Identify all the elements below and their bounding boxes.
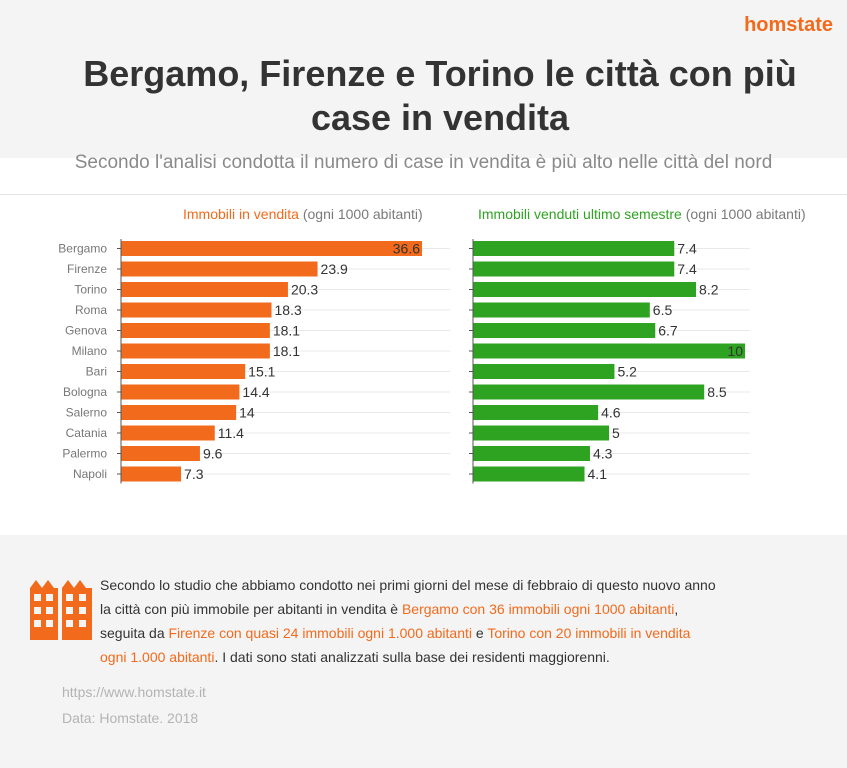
right-value-label: 4.3	[593, 446, 613, 462]
left-value-label: 14.4	[242, 384, 269, 400]
right-bar	[473, 446, 590, 461]
left-value-label: 11.4	[218, 425, 244, 441]
title-line-2: case in vendita	[310, 97, 570, 138]
right-bar	[473, 364, 615, 379]
right-value-label: 7.4	[677, 241, 697, 257]
right-bar	[473, 282, 697, 297]
info-highlight-torino-cont: ogni 1.000 abitanti	[100, 649, 215, 665]
info-line-2: la città con più immobile per abitanti i…	[100, 597, 780, 621]
right-value-label: 10	[727, 343, 743, 359]
left-value-label: 23.9	[321, 261, 348, 277]
chart-left-title: Immobili in vendita (ogni 1000 abitanti)	[183, 206, 423, 222]
right-bar	[473, 241, 675, 256]
left-value-label: 9.6	[203, 446, 223, 462]
right-value-label: 6.5	[653, 302, 673, 318]
source-data: Data: Homstate. 2018	[62, 710, 199, 726]
chart-right-title: Immobili venduti ultimo semestre (ogni 1…	[478, 206, 806, 222]
right-bar	[473, 261, 675, 277]
left-bar	[121, 323, 270, 338]
chart-right-title-suffix: (ogni 1000 abitanti)	[685, 206, 806, 222]
left-bar	[121, 466, 182, 482]
left-value-label: 14	[239, 405, 255, 421]
right-value-label: 8.5	[707, 384, 727, 400]
chart-right-title-highlight: Immobili venduti ultimo semestre	[478, 206, 682, 222]
left-value-label: 18.3	[275, 302, 302, 318]
chart-left-title-highlight: Immobili in vendita	[183, 206, 299, 222]
category-label: Firenze	[67, 262, 107, 276]
left-bar	[121, 282, 288, 297]
left-bar	[121, 364, 246, 379]
category-label: Torino	[74, 283, 107, 297]
right-bar	[473, 425, 609, 441]
left-value-label: 36.6	[393, 241, 420, 257]
left-value-label: 20.3	[291, 282, 318, 298]
category-label: Palermo	[62, 447, 107, 461]
left-value-label: 7.3	[184, 466, 204, 482]
category-label: Napoli	[73, 467, 107, 481]
category-label: Bergamo	[58, 242, 107, 256]
page-subtitle: Secondo l'analisi condotta il numero di …	[74, 152, 773, 173]
category-label: Bologna	[63, 385, 107, 399]
info-line-1: Secondo lo studio che abbiamo condotto n…	[100, 577, 716, 593]
right-value-label: 8.2	[699, 282, 719, 298]
info-line-4: ogni 1.000 abitanti. I dati sono stati a…	[100, 645, 780, 669]
left-bar	[121, 405, 237, 420]
category-label: Catania	[66, 426, 108, 440]
right-value-label: 6.7	[658, 323, 678, 339]
left-value-label: 18.1	[273, 343, 300, 359]
info-highlight-torino: Torino con 20 immobili in vendita	[487, 625, 691, 641]
right-bar	[473, 466, 585, 482]
info-line-3-prefix: seguita da	[100, 625, 169, 641]
info-line-2-prefix: la città con più immobile per abitanti i…	[100, 601, 402, 617]
page-title: Bergamo, Firenze e Torino le città con p…	[40, 52, 840, 140]
bar-charts: Bergamo 36.6 Firenze 23.9 Torino 20.3 Roma 18.3…	[58, 239, 750, 484]
chart-left-title-suffix: (ogni 1000 abitanti)	[302, 206, 423, 222]
left-bar	[121, 384, 240, 400]
left-bar	[121, 261, 318, 277]
right-value-label: 5.2	[617, 364, 637, 380]
info-line-4-suffix: . I dati sono stati analizzati sulla bas…	[214, 649, 610, 665]
info-text: Secondo lo studio che abbiamo condotto n…	[100, 573, 780, 669]
category-label: Bari	[86, 365, 107, 379]
right-value-label: 4.6	[601, 405, 621, 421]
category-label: Salerno	[66, 406, 108, 420]
left-bar	[121, 446, 200, 461]
left-bar	[121, 343, 270, 359]
right-bar	[473, 343, 745, 359]
right-value-label: 5	[612, 425, 620, 441]
info-line-2-suffix: ,	[674, 601, 679, 617]
category-label: Milano	[72, 344, 108, 358]
info-line-3: seguita da Firenze con quasi 24 immobili…	[100, 621, 780, 645]
info-highlight-bergamo: Bergamo con 36 immobili ogni 1000 abitan…	[401, 601, 675, 617]
info-line-3-mid: e	[472, 625, 488, 641]
source-url: https://www.homstate.it	[62, 684, 206, 700]
title-line-1: Bergamo, Firenze e Torino le città con p…	[83, 53, 797, 94]
header-band	[0, 0, 847, 158]
category-label: Genova	[65, 324, 107, 338]
divider-top	[0, 194, 847, 195]
right-bar	[473, 302, 650, 318]
buildings-icon	[30, 580, 92, 640]
right-bar	[473, 405, 599, 420]
right-value-label: 4.1	[588, 466, 608, 482]
left-bar	[121, 425, 215, 441]
left-value-label: 15.1	[248, 364, 275, 380]
brand-logo: homstate	[744, 14, 833, 36]
left-bar	[121, 302, 272, 318]
right-bar	[473, 323, 656, 338]
info-highlight-firenze: Firenze con quasi 24 immobili ogni 1.000…	[168, 625, 473, 641]
right-value-label: 7.4	[677, 261, 697, 277]
left-value-label: 18.1	[273, 323, 300, 339]
category-label: Roma	[75, 303, 107, 317]
footer-band	[0, 535, 847, 768]
right-bar	[473, 384, 705, 400]
left-bar	[121, 241, 422, 256]
